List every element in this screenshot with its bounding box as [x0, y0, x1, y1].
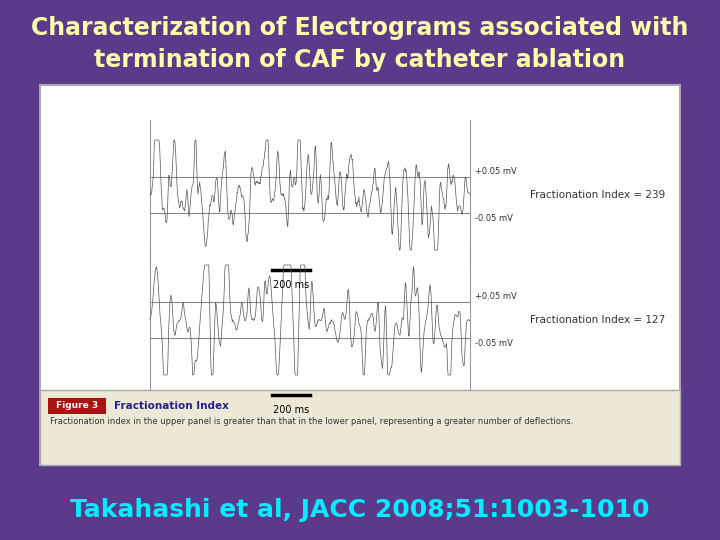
Text: -0.05 mV: -0.05 mV: [475, 214, 513, 224]
Text: Fractionation index in the upper panel is greater than that in the lower panel, : Fractionation index in the upper panel i…: [50, 417, 573, 427]
Text: Fractionation Index: Fractionation Index: [114, 401, 229, 411]
Text: Fractionation Index = 239: Fractionation Index = 239: [530, 190, 665, 200]
Text: termination of CAF by catheter ablation: termination of CAF by catheter ablation: [94, 48, 626, 72]
Text: Takahashi et al, JACC 2008;51:1003-1010: Takahashi et al, JACC 2008;51:1003-1010: [71, 498, 649, 522]
Bar: [40, 390, 680, 465]
Text: Fractionation Index = 127: Fractionation Index = 127: [530, 315, 665, 325]
Text: Figure 3: Figure 3: [56, 402, 98, 410]
Text: +0.05 mV: +0.05 mV: [475, 292, 517, 301]
Text: 200 ms: 200 ms: [273, 280, 309, 290]
Text: -0.05 mV: -0.05 mV: [475, 339, 513, 348]
Text: 200 ms: 200 ms: [273, 405, 309, 415]
Text: Characterization of Electrograms associated with: Characterization of Electrograms associa…: [31, 16, 689, 40]
Bar: [40, 85, 680, 465]
Text: +0.05 mV: +0.05 mV: [475, 167, 517, 176]
Bar: [48, 398, 106, 414]
